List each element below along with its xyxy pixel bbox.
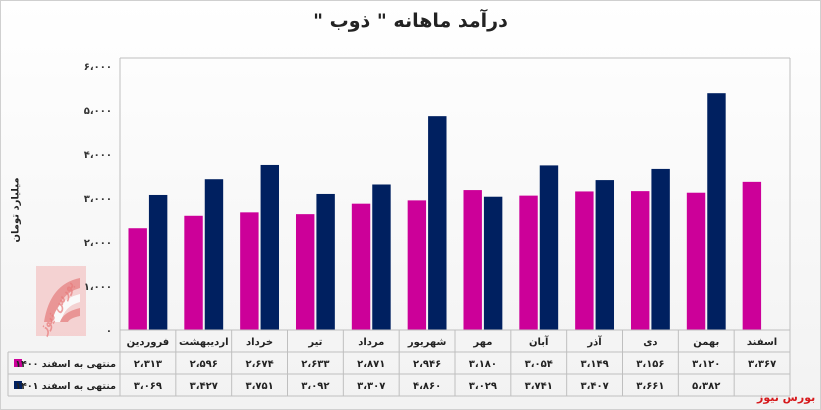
table-value: ۲،۳۱۳ xyxy=(134,359,162,370)
bar xyxy=(742,181,762,330)
y-tick-label: ۰ xyxy=(106,326,112,337)
y-tick-label: ۶،۰۰۰ xyxy=(84,62,112,73)
legend-swatch xyxy=(14,359,22,367)
legend-label: منتهی به اسفند ۱۴۰۰ xyxy=(15,359,116,370)
chart-title: درآمد ماهانه " ذوب " xyxy=(313,10,508,32)
y-tick-label: ۵،۰۰۰ xyxy=(84,106,112,117)
bar xyxy=(519,195,538,330)
bar xyxy=(483,196,503,330)
bar xyxy=(407,200,427,330)
bar xyxy=(295,214,315,330)
bar xyxy=(463,190,482,330)
table-value: ۳،۳۰۷ xyxy=(357,381,385,392)
category-label: مهر xyxy=(472,337,492,348)
legend-swatch xyxy=(14,381,22,389)
category-label: خرداد xyxy=(246,337,273,348)
category-label: آذر xyxy=(586,335,602,348)
table-value: ۳،۰۵۴ xyxy=(525,359,553,370)
y-tick-label: ۳،۰۰۰ xyxy=(84,194,112,205)
bar xyxy=(184,215,203,330)
table-value: ۲،۸۷۱ xyxy=(357,359,385,370)
table-value: ۳،۱۵۶ xyxy=(636,359,664,370)
y-tick-label: ۱،۰۰۰ xyxy=(84,282,112,293)
bar xyxy=(630,191,650,330)
table-value: ۴،۸۶۰ xyxy=(413,381,441,392)
bar xyxy=(428,116,447,330)
table-value: ۳،۴۰۷ xyxy=(580,381,608,392)
legend-label: منتهی به اسفند ۱۴۰۱ xyxy=(15,381,116,392)
bar xyxy=(148,194,168,330)
category-label: فروردین xyxy=(127,337,170,348)
table-value: ۳،۳۶۷ xyxy=(748,359,776,370)
category-label: اردیبهشت xyxy=(179,337,229,348)
table-value: ۳،۱۴۹ xyxy=(580,359,608,370)
watermark-logo-icon xyxy=(36,266,86,336)
bar xyxy=(128,228,147,330)
y-tick-label: ۴،۰۰۰ xyxy=(84,150,112,161)
bar xyxy=(316,193,335,330)
table-value: ۵،۳۸۲ xyxy=(692,381,720,392)
category-label: آبان xyxy=(529,335,549,348)
bar xyxy=(539,165,559,330)
category-label: مرداد xyxy=(358,337,384,348)
bar xyxy=(260,164,280,330)
table-value: ۳،۰۲۹ xyxy=(469,381,497,392)
bar xyxy=(204,179,224,330)
table-value: ۳،۴۲۷ xyxy=(190,381,218,392)
table-value: ۳،۰۶۹ xyxy=(134,381,162,392)
table-value: ۳،۱۸۰ xyxy=(469,359,497,370)
source-credit: بورس نیوز xyxy=(757,391,816,404)
category-label: اسفند xyxy=(747,337,777,348)
bar xyxy=(707,93,726,330)
table-value: ۲،۶۷۴ xyxy=(245,359,273,370)
table-value: ۳،۷۴۱ xyxy=(525,381,553,392)
bar xyxy=(595,180,615,330)
category-label: بهمن xyxy=(693,337,719,348)
category-label: شهریور xyxy=(407,337,447,348)
table-value: ۲،۹۴۶ xyxy=(413,359,441,370)
category-label: دی xyxy=(643,337,657,348)
table-value: ۲،۶۳۳ xyxy=(301,359,329,370)
table-value: ۳،۱۲۰ xyxy=(692,359,720,370)
bar xyxy=(575,191,594,330)
table-value: ۳،۷۵۱ xyxy=(245,381,273,392)
bar xyxy=(651,168,670,330)
bar xyxy=(372,184,391,330)
table-value: ۲،۵۹۶ xyxy=(190,359,218,370)
category-label: تیر xyxy=(307,337,322,348)
bar xyxy=(240,212,259,330)
table-value: ۳،۰۹۲ xyxy=(301,381,329,392)
y-tick-label: ۲،۰۰۰ xyxy=(84,238,112,249)
table-value: ۳،۶۶۱ xyxy=(636,381,664,392)
bar xyxy=(686,192,706,330)
bar xyxy=(351,203,371,330)
